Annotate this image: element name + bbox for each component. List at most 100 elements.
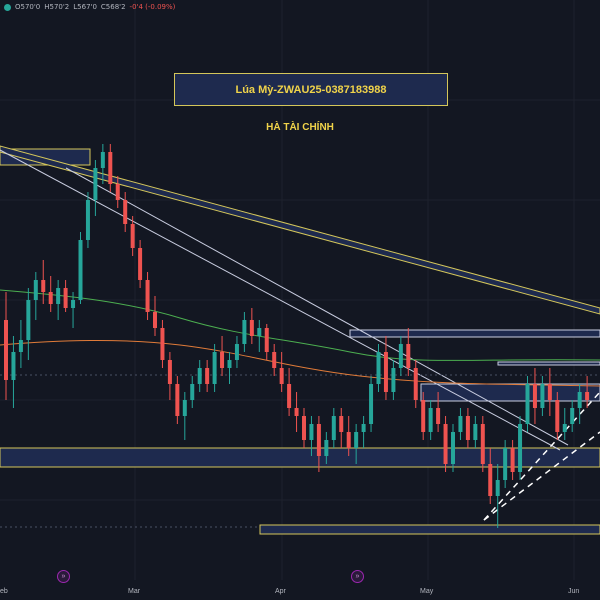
zone-bottom xyxy=(259,524,600,535)
candle-body xyxy=(540,384,545,408)
x-tick-label: May xyxy=(420,588,434,595)
ohlc-close: C568'2 xyxy=(100,3,126,11)
candle-body xyxy=(488,464,493,496)
candle-body xyxy=(264,328,269,352)
candle-body xyxy=(4,320,8,380)
candle-body xyxy=(324,440,329,456)
status-dot xyxy=(4,3,11,11)
trendline-down-1 xyxy=(0,149,561,451)
ohlc-low: L567'0 xyxy=(73,3,97,11)
candle-body xyxy=(71,300,76,308)
candle-body xyxy=(547,384,552,400)
candle-body xyxy=(175,384,180,416)
candle-body xyxy=(525,384,530,424)
candle-body xyxy=(257,328,262,336)
candle-body xyxy=(436,408,441,424)
candle-body xyxy=(585,392,590,400)
candle-body xyxy=(220,352,225,368)
candle-body xyxy=(18,340,23,352)
candle-body xyxy=(369,384,374,424)
zone-resistance-2 xyxy=(497,361,600,366)
candle-body xyxy=(532,384,537,408)
chart-title: Lúa Mỳ-ZWAU25-0387183988 xyxy=(174,73,448,106)
candle-body xyxy=(56,288,61,304)
candle-body xyxy=(182,400,187,416)
ohlc-change: -0'4 (-0.09%) xyxy=(129,3,176,11)
candle-body xyxy=(570,408,575,424)
candle-body xyxy=(383,352,388,392)
candle-body xyxy=(130,224,135,248)
candle-body xyxy=(153,312,157,328)
candle-body xyxy=(205,368,210,384)
x-tick-label: Jun xyxy=(568,588,580,595)
candle-body xyxy=(473,424,478,440)
ma-short xyxy=(0,339,600,387)
candle-body xyxy=(398,344,403,368)
candle-body xyxy=(85,200,90,240)
candle-body xyxy=(249,320,254,336)
ohlc-high: H570'2 xyxy=(44,3,70,11)
candle-body xyxy=(354,432,359,448)
candle-body xyxy=(316,424,321,456)
ohlc-open: O570'0 xyxy=(15,3,41,11)
zone-resistance-3 xyxy=(420,383,600,402)
candle-body xyxy=(167,360,172,384)
candle-body xyxy=(33,280,38,300)
channel-top xyxy=(0,145,600,315)
event-icon[interactable]: » xyxy=(57,570,70,583)
candle-body xyxy=(78,240,83,300)
candle-body xyxy=(242,320,247,344)
candle-body xyxy=(339,416,344,432)
ohlc-legend: O570'0 H570'2 L567'0 C568'2 -0'4 (-0.09%… xyxy=(4,3,175,11)
candle-body xyxy=(138,248,143,280)
candle-body xyxy=(562,424,567,432)
candle-body xyxy=(458,416,463,432)
candle-body xyxy=(26,300,31,340)
candle-body xyxy=(145,280,150,312)
candle-body xyxy=(212,352,217,384)
x-tick-label: Mar xyxy=(128,588,141,595)
candle-body xyxy=(190,384,195,400)
x-tick-label: Apr xyxy=(275,588,286,595)
zone-support xyxy=(0,447,600,468)
candle-body xyxy=(346,432,351,448)
candle-body xyxy=(93,168,98,200)
candle-body xyxy=(294,408,299,416)
zone-resistance-1 xyxy=(349,329,600,338)
chart-subtitle: HÀ TÀI CHÍNH xyxy=(266,122,334,133)
candle-body xyxy=(11,352,16,380)
candle-body xyxy=(287,384,292,408)
candle-body xyxy=(108,152,113,184)
candles xyxy=(4,144,590,528)
candle-body xyxy=(503,448,508,480)
candle-body xyxy=(160,328,165,360)
candle-body xyxy=(451,432,455,464)
zones xyxy=(0,148,600,535)
candle-body xyxy=(272,352,277,368)
candle-body xyxy=(465,416,470,440)
candle-body xyxy=(361,424,366,432)
candle-body xyxy=(41,280,46,292)
trendline-down-2 xyxy=(65,167,569,446)
ma-long xyxy=(0,289,600,361)
moving-averages xyxy=(0,289,600,387)
candle-body xyxy=(331,416,336,440)
x-tick-label: eb xyxy=(0,588,8,595)
candle-body xyxy=(63,288,68,308)
candle-body xyxy=(234,344,239,360)
candle-body xyxy=(428,408,433,432)
trendlines xyxy=(0,145,600,528)
candle-body xyxy=(443,424,448,464)
dashed-support-2 xyxy=(483,431,600,521)
candle-body xyxy=(495,480,500,496)
candle-body xyxy=(406,344,411,368)
candle-body xyxy=(279,368,284,384)
candle-body xyxy=(197,368,202,384)
candle-body xyxy=(510,448,515,472)
candle-body xyxy=(100,152,105,168)
candle-body xyxy=(480,424,485,464)
candle-body xyxy=(376,352,381,384)
event-icon[interactable]: » xyxy=(351,570,364,583)
candle-body xyxy=(391,368,396,392)
